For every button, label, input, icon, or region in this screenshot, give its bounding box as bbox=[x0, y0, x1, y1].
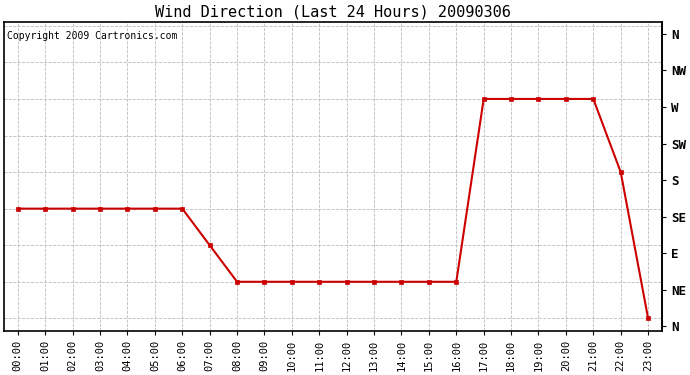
Text: Copyright 2009 Cartronics.com: Copyright 2009 Cartronics.com bbox=[8, 31, 178, 41]
Title: Wind Direction (Last 24 Hours) 20090306: Wind Direction (Last 24 Hours) 20090306 bbox=[155, 4, 511, 19]
